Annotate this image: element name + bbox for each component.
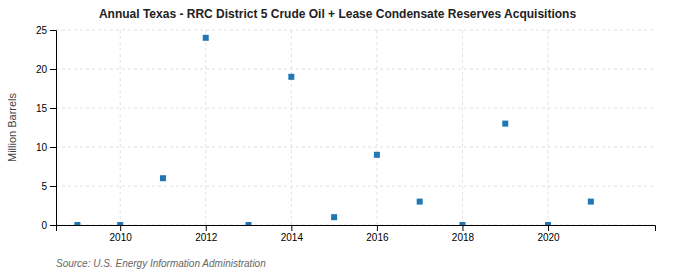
tick: 20 xyxy=(36,64,56,75)
grid-line-y xyxy=(56,147,655,148)
tick-mark xyxy=(50,69,56,70)
grid-line-y xyxy=(56,186,655,187)
tick: 2012 xyxy=(195,225,218,243)
tick: 2014 xyxy=(281,225,304,243)
tick-label: 20 xyxy=(36,64,48,75)
grid-line-x xyxy=(376,30,377,225)
tick-mark xyxy=(120,225,121,231)
point xyxy=(545,222,551,225)
tick-label: 25 xyxy=(36,25,48,36)
tick: 2010 xyxy=(110,225,133,243)
marks xyxy=(74,35,593,225)
point xyxy=(331,214,337,220)
tick-mark xyxy=(50,147,56,148)
grid-line-x xyxy=(291,30,292,225)
tick-label: 15 xyxy=(36,103,48,114)
tick: 2016 xyxy=(366,225,389,243)
grid-line-x xyxy=(548,30,549,225)
tick: 0 xyxy=(41,220,56,231)
title: Annual Texas - RRC District 5 Crude Oil … xyxy=(99,7,576,21)
tick: 2018 xyxy=(452,225,475,243)
point xyxy=(459,222,465,225)
tick-mark xyxy=(462,225,463,231)
tick-label: 2016 xyxy=(366,232,389,243)
grid xyxy=(56,30,655,225)
tick-label: 5 xyxy=(41,181,47,192)
grid-line-y xyxy=(56,108,655,109)
tick-mark xyxy=(206,225,207,231)
tick-label: 2010 xyxy=(110,232,133,243)
tick-label: 10 xyxy=(36,142,48,153)
point xyxy=(502,121,508,127)
tick: 25 xyxy=(36,25,56,36)
tick: 15 xyxy=(36,103,56,114)
tick-label: 0 xyxy=(41,220,47,231)
y-axis: 0 5 10 15 20 25 xyxy=(36,25,57,231)
point xyxy=(203,35,209,41)
tick-mark xyxy=(50,225,56,226)
grid-line-y xyxy=(56,69,655,70)
y-axis-label: Million Barrels xyxy=(6,92,18,162)
axis-line xyxy=(57,226,656,232)
point xyxy=(288,74,294,80)
tick-label: 2020 xyxy=(537,232,560,243)
chart-svg: 2010 2012 2014 2016 2018 2020 0 5 10 15 20 25 Annual… xyxy=(0,0,675,275)
chart-container: 2010 2012 2014 2016 2018 2020 0 5 10 15 20 25 Annual… xyxy=(0,0,675,275)
point xyxy=(74,222,80,225)
tick-label: 2014 xyxy=(281,232,304,243)
point xyxy=(417,199,423,205)
grid-line-x xyxy=(462,30,463,225)
point xyxy=(160,175,166,181)
tick: 5 xyxy=(41,181,56,192)
tick-mark xyxy=(291,225,292,231)
tick-label: 2012 xyxy=(195,232,218,243)
axis-line xyxy=(50,31,57,226)
point xyxy=(246,222,252,225)
tick-label: 2018 xyxy=(452,232,475,243)
grid-line-x xyxy=(120,30,121,225)
tick-mark xyxy=(50,108,56,109)
point xyxy=(374,152,380,158)
grid-line-x xyxy=(205,30,206,225)
tick-mark xyxy=(377,225,378,231)
point xyxy=(117,222,123,225)
grid-line-y xyxy=(56,30,655,31)
source-note: Source: U.S. Energy Information Administ… xyxy=(56,258,266,269)
tick-mark xyxy=(50,186,56,187)
x-axis: 2010 2012 2014 2016 2018 2020 xyxy=(57,225,656,243)
tick: 2020 xyxy=(537,225,560,243)
point xyxy=(588,199,594,205)
tick: 10 xyxy=(36,142,56,153)
tick-mark xyxy=(50,30,56,31)
tick-mark xyxy=(548,225,549,231)
